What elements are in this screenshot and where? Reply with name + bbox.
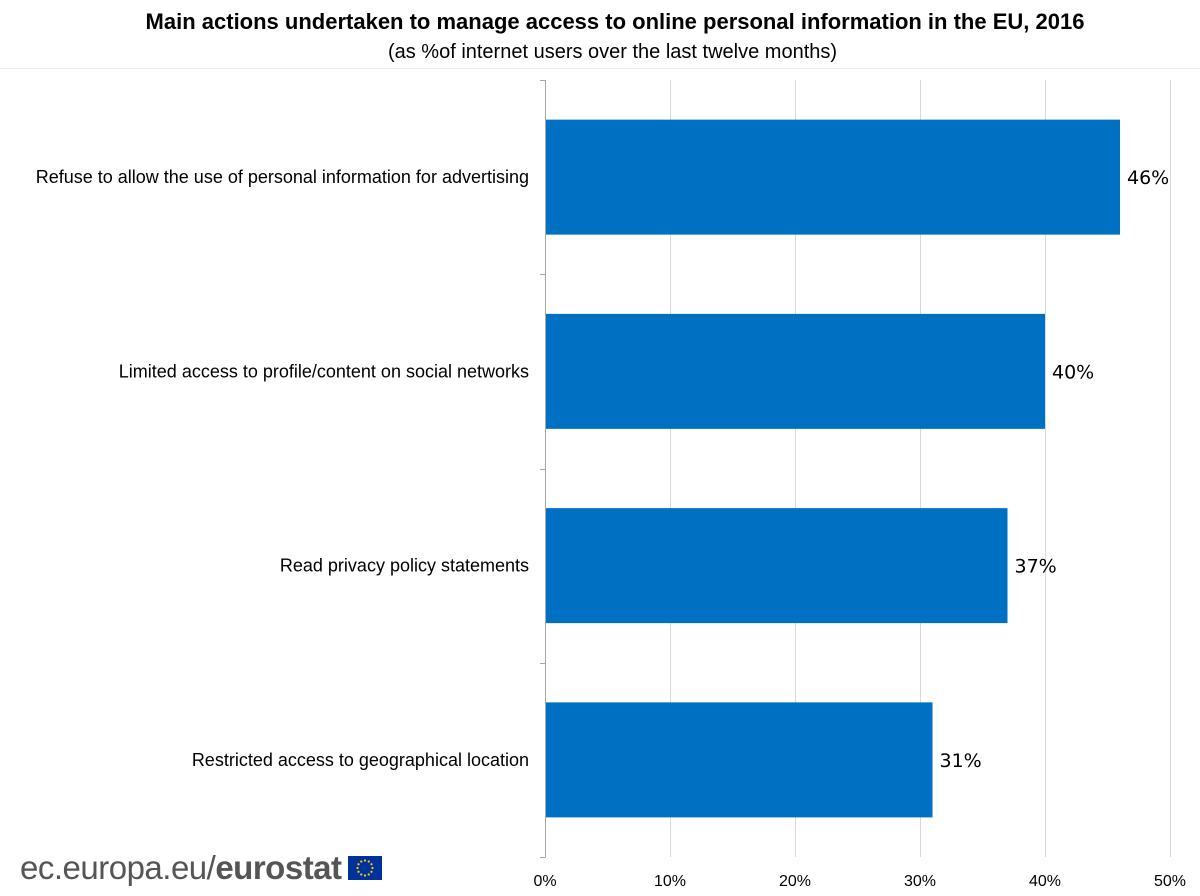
category-label: Limited access to profile/content on soc… bbox=[119, 361, 529, 381]
footer-brand-text: eurostat bbox=[215, 849, 342, 886]
x-tick-label: 50% bbox=[1154, 873, 1186, 890]
chart-subtitle: (as %of internet users over the last twe… bbox=[387, 41, 838, 63]
data-label: 37% bbox=[1015, 556, 1057, 578]
category-label: Restricted access to geographical locati… bbox=[192, 750, 529, 770]
bar bbox=[545, 702, 933, 818]
x-tick-label: 40% bbox=[1029, 873, 1061, 890]
x-tick-label: 20% bbox=[779, 873, 811, 890]
bar bbox=[545, 119, 1120, 235]
bar bbox=[545, 508, 1008, 624]
eurostat-footer: ec.europa.eu/ eurostat bbox=[20, 849, 382, 886]
x-tick-label: 10% bbox=[654, 873, 686, 890]
eu-flag-icon bbox=[347, 856, 382, 880]
data-label: 46% bbox=[1127, 167, 1169, 189]
category-label: Refuse to allow the use of personal info… bbox=[36, 167, 529, 187]
footer-site-text: ec.europa.eu/ bbox=[20, 849, 216, 886]
data-label: 31% bbox=[940, 750, 982, 772]
data-label: 40% bbox=[1052, 361, 1094, 383]
category-label: Read privacy policy statements bbox=[280, 556, 529, 576]
x-tick-label: 0% bbox=[533, 873, 556, 890]
x-tick-label: 30% bbox=[904, 873, 936, 890]
bar bbox=[545, 313, 1045, 429]
chart-title: Main actions undertaken to manage access… bbox=[145, 9, 1085, 34]
